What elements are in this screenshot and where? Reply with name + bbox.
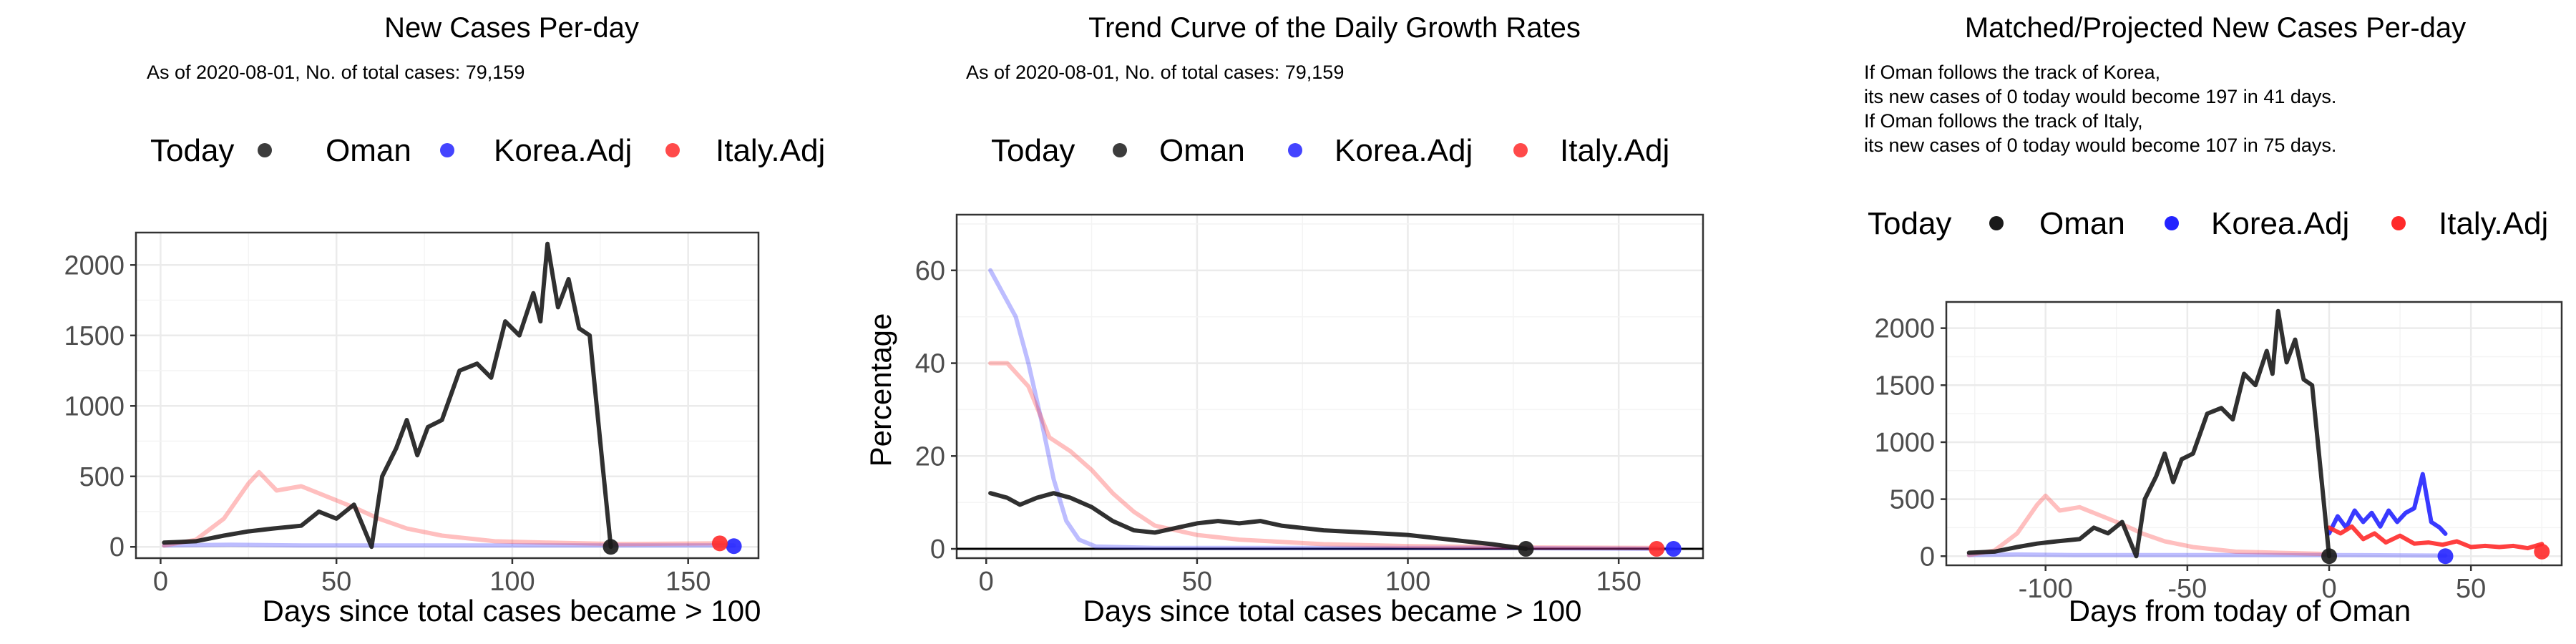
x-tick-label: 0	[2321, 574, 2336, 604]
x-tick-label: 50	[2456, 574, 2486, 604]
y-tick-label: 1500	[1874, 371, 1935, 401]
legend-key-oman	[1989, 216, 2004, 230]
today-point-korea-adj	[726, 538, 742, 555]
gridlines	[1946, 302, 2562, 565]
legend-label: Italy.Adj	[716, 133, 825, 168]
panel-subtitle-line: If Oman follows the track of Italy,	[1864, 110, 2143, 132]
y-tick-label: 500	[1890, 485, 1935, 515]
panel-subtitle-line: As of 2020-08-01, No. of total cases: 79…	[147, 62, 525, 83]
y-tick-label: 0	[1920, 542, 1935, 572]
plot-border	[135, 231, 760, 560]
x-axis-title: Days from today of Oman	[2069, 594, 2411, 628]
series-line-korea-adj-projection	[2327, 472, 2448, 536]
x-tick-label: 0	[153, 567, 168, 597]
plot-area	[1946, 302, 2562, 565]
today-point-italy-adj	[711, 535, 728, 552]
y-tick-label: 60	[915, 256, 945, 286]
x-tick-label: 100	[1385, 567, 1430, 597]
y-tick-label: 1000	[64, 391, 125, 421]
legend-label: Oman	[1159, 133, 1245, 168]
legend-label: Oman	[326, 133, 411, 168]
y-tick-label: 0	[930, 535, 945, 565]
today-point-italy-adj	[2534, 543, 2550, 560]
legend-key-korea-adj	[440, 143, 454, 157]
panel-subtitle-line: If Oman follows the track of Korea,	[1864, 62, 2160, 83]
gridlines	[136, 233, 758, 558]
chart-panel-2: Trend Curve of the Daily Growth Rates As …	[864, 12, 1704, 628]
chart-panel-1: New Cases Per-day As of 2020-08-01, No. o…	[64, 12, 825, 628]
x-tick-label: 0	[979, 567, 994, 597]
legend-key-italy-adj	[2391, 216, 2406, 230]
legend: Today Oman Korea.Adj Italy.Adj	[991, 133, 1669, 168]
plot-border	[955, 213, 1704, 560]
panel-title: Trend Curve of the Daily Growth Rates	[1088, 12, 1581, 44]
legend-key-oman	[258, 143, 272, 157]
x-tick-label: -100	[2019, 574, 2073, 604]
legend-label: Italy.Adj	[1560, 133, 1669, 168]
y-tick-label: 40	[915, 349, 945, 379]
panel-title: New Cases Per-day	[384, 12, 639, 44]
plot-border	[1945, 301, 2563, 567]
legend-label: Oman	[2039, 206, 2125, 241]
legend-title: Today	[1868, 206, 1951, 241]
legend-key-korea-adj	[1288, 143, 1302, 157]
legend-key-oman	[1113, 143, 1127, 157]
x-tick-label: 150	[1596, 567, 1641, 597]
x-tick-label: 50	[321, 567, 351, 597]
series-line-korea-adj-faded	[1966, 552, 2448, 558]
y-tick-label: 2000	[64, 250, 125, 280]
y-tick-label: 1000	[1874, 428, 1935, 458]
legend-key-italy-adj	[1513, 143, 1528, 157]
x-tick-label: 100	[489, 567, 535, 597]
x-axis-title: Days since total cases became > 100	[1083, 594, 1582, 628]
today-point-oman	[1518, 541, 1534, 557]
legend-title: Today	[991, 133, 1075, 168]
plot-area	[957, 215, 1703, 558]
x-tick-label: 50	[1182, 567, 1212, 597]
series-line-italy-adj-faded	[162, 469, 726, 548]
panel-title: Matched/Projected New Cases Per-day	[1965, 12, 2466, 44]
legend: Today Oman Korea.Adj Italy.Adj	[1868, 206, 2548, 241]
panel-subtitle-line: its new cases of 0 today would become 19…	[1864, 86, 2336, 107]
legend-title: Today	[150, 133, 234, 168]
legend: Today Oman Korea.Adj Italy.Adj	[150, 133, 825, 168]
legend-label: Korea.Adj	[1335, 133, 1473, 168]
y-axis-title: Percentage	[864, 313, 897, 467]
y-tick-label: 20	[915, 441, 945, 472]
today-point-korea-adj	[2437, 548, 2454, 565]
y-tick-label: 0	[109, 532, 125, 562]
series-line-oman-solid	[1966, 308, 2331, 559]
series-line-korea-adj-faded	[988, 268, 1676, 551]
x-tick-label: 150	[665, 567, 711, 597]
legend-label: Italy.Adj	[2439, 206, 2548, 241]
chart-panel-3: Matched/Projected New Cases Per-day If Om…	[1864, 12, 2563, 628]
legend-label: Korea.Adj	[2211, 206, 2349, 241]
y-tick-label: 1500	[64, 321, 125, 351]
legend-key-italy-adj	[665, 143, 680, 157]
x-tick-label: -50	[2167, 574, 2207, 604]
plot-area	[136, 233, 758, 558]
series-line-italy-adj-faded	[1966, 493, 2329, 557]
series-line-oman-solid	[988, 491, 1528, 551]
today-point-korea-adj	[1665, 541, 1682, 557]
today-point-oman	[2321, 548, 2338, 565]
panel-subtitle-line: As of 2020-08-01, No. of total cases: 79…	[966, 62, 1344, 83]
today-point-italy-adj	[1649, 541, 1665, 557]
y-tick-label: 500	[79, 462, 125, 492]
series-line-oman-solid	[162, 241, 613, 550]
x-axis-title: Days since total cases became > 100	[263, 594, 761, 628]
legend-label: Korea.Adj	[494, 133, 632, 168]
today-point-oman	[602, 539, 619, 555]
series-line-italy-adj-projection	[2327, 524, 2545, 551]
series-line-italy-adj-faded	[988, 361, 1659, 550]
y-tick-label: 2000	[1874, 314, 1935, 344]
legend-key-korea-adj	[2165, 216, 2179, 230]
panel-subtitle-line: its new cases of 0 today would become 10…	[1864, 135, 2336, 156]
